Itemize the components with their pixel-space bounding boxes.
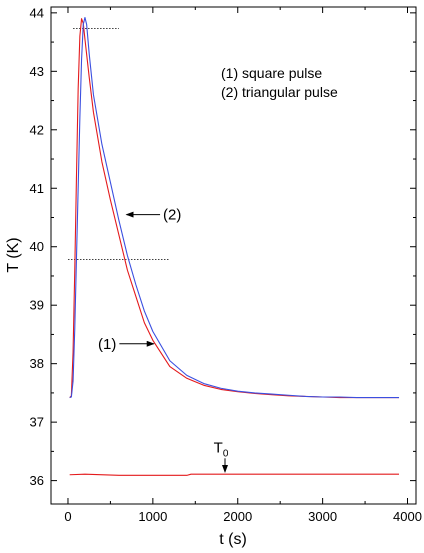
y-tick-label: 36 — [30, 473, 44, 488]
legend-entry-2: (2) triangular pulse — [221, 84, 338, 100]
y-tick-label: 42 — [30, 122, 44, 137]
x-tick-label: 1000 — [138, 509, 167, 524]
y-axis: 36 37 38 39 40 41 42 43 44 — [30, 5, 416, 488]
y-tick-label: 43 — [30, 64, 44, 79]
x-tick-label: 0 — [64, 509, 71, 524]
y-axis-title: T (K) — [5, 237, 22, 272]
x-tick-label: 2000 — [223, 509, 252, 524]
y-tick-label: 41 — [30, 181, 44, 196]
y-tick-label: 39 — [30, 298, 44, 313]
x-tick-label: 4000 — [393, 509, 422, 524]
legend: (1) square pulse (2) triangular pulse — [221, 65, 338, 100]
x-tick-label: 3000 — [308, 509, 337, 524]
plot-frame — [50, 6, 417, 505]
x-axis: 0 1000 2000 3000 4000 — [64, 7, 422, 524]
y-tick-label: 37 — [30, 415, 44, 430]
series-layer — [69, 16, 400, 476]
annotations: (2) (1) T0 — [98, 207, 229, 474]
annotation-label-1: (2) — [163, 207, 181, 224]
reference-lines — [67, 28, 170, 260]
y-tick-label: 44 — [30, 5, 44, 20]
y-tick-label: 40 — [30, 239, 44, 254]
annotation-label-2: (1) — [98, 336, 116, 353]
x-axis-title: t (s) — [219, 531, 247, 548]
series-line-3 — [69, 473, 400, 476]
legend-entry-1: (1) square pulse — [221, 65, 322, 81]
annotation-t0-label: T0 — [214, 439, 229, 459]
series-line-2 — [69, 16, 400, 399]
y-tick-label: 38 — [30, 356, 44, 371]
